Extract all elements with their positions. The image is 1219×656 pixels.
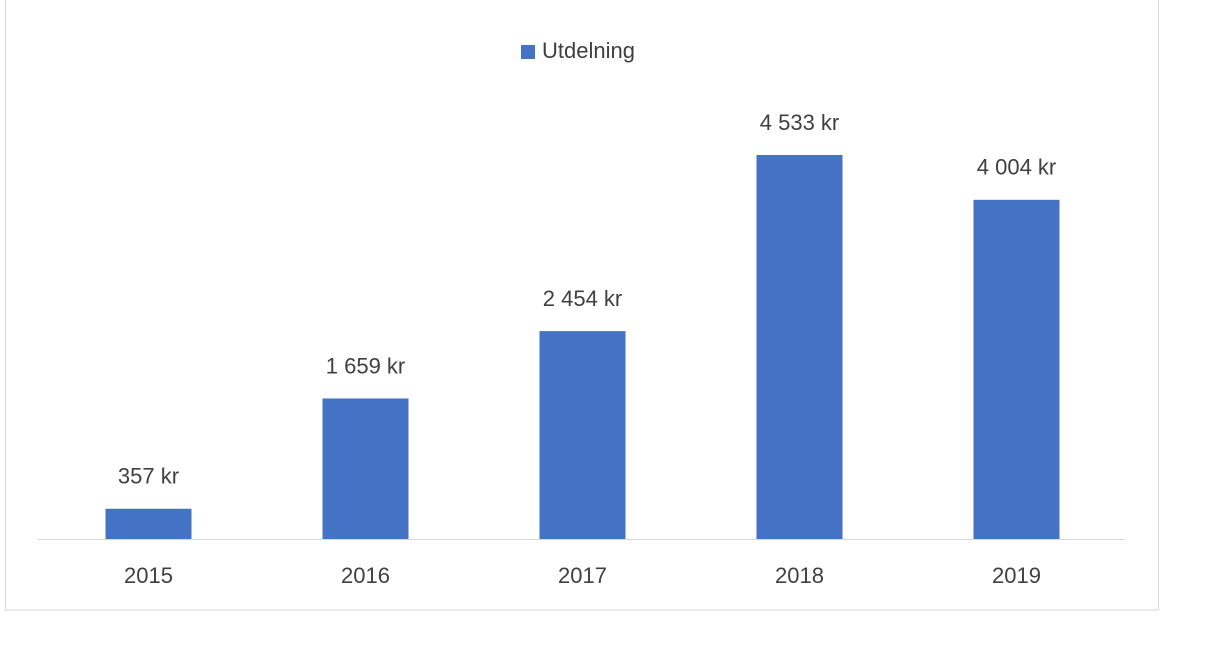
x-tick-label: 2016 (341, 563, 390, 588)
bar (756, 155, 843, 539)
x-tick-label: 2019 (992, 563, 1041, 588)
data-label: 1 659 kr (326, 353, 406, 378)
data-label: 357 kr (118, 464, 179, 489)
x-tick-label: 2017 (558, 563, 607, 588)
bar (539, 331, 626, 539)
data-label: 4 533 kr (760, 110, 840, 135)
x-tick-label: 2018 (775, 563, 824, 588)
legend-label: Utdelning (542, 38, 635, 63)
bar (973, 199, 1060, 539)
legend-swatch (521, 45, 535, 59)
data-label: 4 004 kr (977, 155, 1057, 180)
bar (105, 508, 192, 539)
x-tick-label: 2015 (124, 563, 173, 588)
data-label: 2 454 kr (543, 286, 623, 311)
bar (322, 398, 409, 539)
